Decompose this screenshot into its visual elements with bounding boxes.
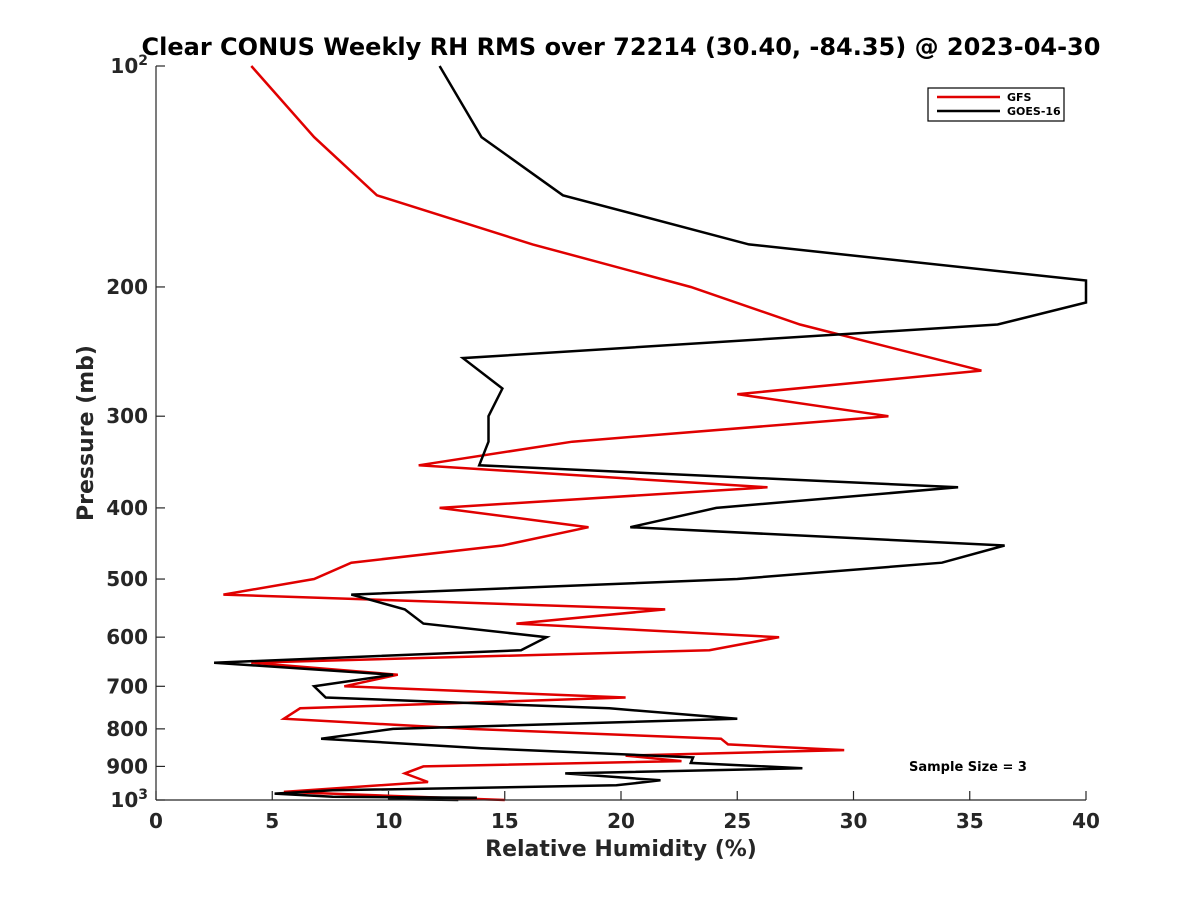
- y-tick-label: 700: [106, 674, 148, 698]
- x-axis-ticks: 0 5 10 15 20 25 30 35 40: [149, 791, 1100, 833]
- y-tick-base: 10: [110, 54, 138, 78]
- x-tick-label: 30: [840, 809, 868, 833]
- x-tick-label: 5: [265, 809, 279, 833]
- legend-box: [927, 87, 1065, 122]
- y-axis-label: Pressure (mb): [74, 345, 99, 521]
- x-axis-label: Relative Humidity (%): [485, 837, 757, 862]
- x-tick-label: 20: [607, 809, 635, 833]
- y-tick-exponent: 2: [138, 53, 148, 69]
- legend-label-gfs: GFS: [1007, 91, 1032, 104]
- y-tick-exponent: 3: [138, 787, 148, 803]
- y-tick-label-power: 103: [110, 787, 148, 812]
- y-tick-base: 10: [110, 788, 138, 812]
- y-tick-label: 900: [106, 754, 148, 778]
- x-tick-label: 35: [956, 809, 984, 833]
- series-line-gfs: [223, 65, 982, 802]
- chart-title: Clear CONUS Weekly RH RMS over 72214 (30…: [142, 33, 1101, 61]
- y-tick-label: 400: [106, 496, 148, 520]
- x-tick-label: 0: [149, 809, 163, 833]
- y-tick-label: 800: [106, 717, 148, 741]
- x-tick-label: 25: [723, 809, 751, 833]
- x-tick-label: 40: [1072, 809, 1100, 833]
- sample-size-annotation: Sample Size = 3: [909, 760, 1027, 775]
- series-layer: [214, 65, 1088, 802]
- x-tick-label: 10: [375, 809, 403, 833]
- y-tick-label: 200: [106, 275, 148, 299]
- legend-label-goes16: GOES-16: [1007, 105, 1061, 118]
- series-line-goes16: [214, 65, 1088, 802]
- legend: GFS GOES-16: [927, 87, 1065, 122]
- y-tick-label: 500: [106, 567, 148, 591]
- x-tick-label: 15: [491, 809, 519, 833]
- y-tick-label-power: 102: [110, 53, 148, 78]
- y-tick-label: 600: [106, 625, 148, 649]
- y-tick-label: 300: [106, 404, 148, 428]
